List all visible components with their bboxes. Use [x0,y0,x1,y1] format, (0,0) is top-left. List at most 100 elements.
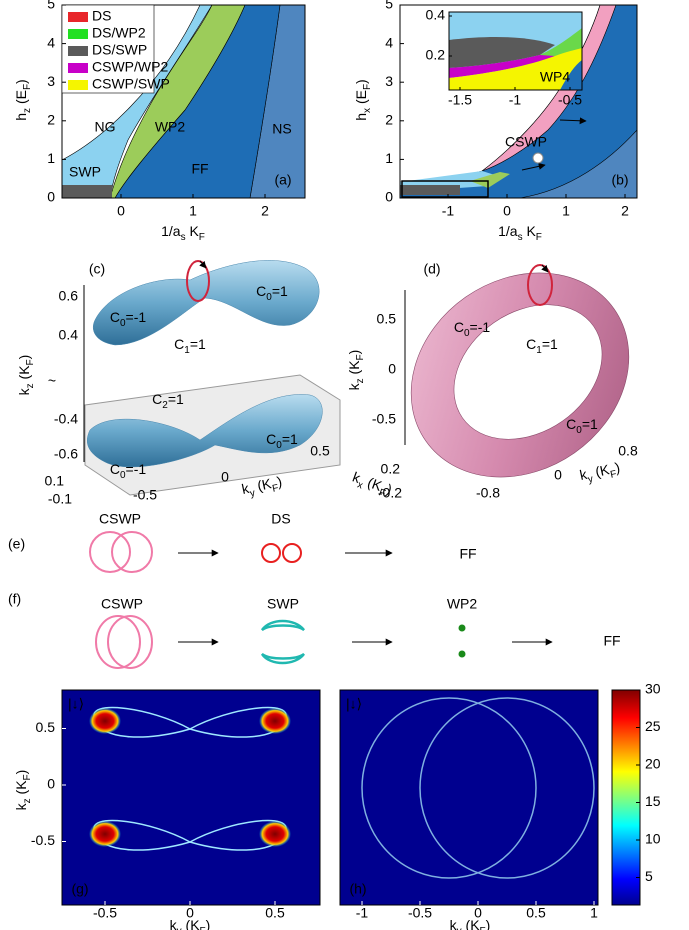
x-tick-label: 1 [189,203,197,219]
legend-label: DS [92,8,111,24]
z-axis-label-part: ) [346,350,362,355]
panel-tag: (f) [8,591,21,607]
x-tick-label: 0.1 [45,473,65,489]
legend-label: DS/SWP [92,42,147,58]
chern-label-part: =-1 [126,461,147,477]
z-axis-label: kz (KF) [16,355,36,396]
panel-tag: (h) [349,881,366,897]
region-label: FF [191,161,208,177]
fermi-contour [90,532,130,572]
y-tick-label: 3 [385,73,393,89]
x-tick-label: 2 [621,203,629,219]
y-tick-label: 1 [385,150,393,166]
region-label: NS [272,121,291,137]
chern-label-part: C [566,416,576,432]
x-axis-label-part: (K [462,917,481,930]
x-axis-label-part: ) [486,917,491,930]
legend-swatch [68,29,88,39]
y-tick-label: 4 [47,34,55,50]
x-tick-label: -0.5 [93,905,117,921]
y-tick-label: 0 [385,189,393,205]
region-label: WP4 [540,69,571,85]
x-tick-label: 0.5 [526,905,546,921]
x-axis-label-part: F [536,232,542,243]
spectral-peak [259,821,291,847]
chern-label-part: C [110,309,120,325]
stage-label: FF [603,633,620,649]
x-axis-label-part: F [199,232,205,243]
colorbar-tick-label: 15 [645,793,661,809]
panel-tag: (b) [611,172,628,188]
y-tick-label: 0 [221,469,229,485]
y-tick-label: 5 [47,0,55,12]
x-axis-label-part: ) [206,917,211,930]
colorbar-tick-label: 25 [645,718,661,734]
y-tick-label: 2 [47,112,55,128]
stage-label: CSWP [101,596,143,612]
y-axis-label-part: ) [13,79,29,84]
panel-tag: (a) [274,172,291,188]
x-tick-label: -1 [356,905,369,921]
stage-label: WP2 [447,596,478,612]
region-label: WP2 [155,119,186,135]
legend-label: CSWP/SWP [92,76,170,92]
stage-label: FF [459,546,476,562]
legend-swatch [68,46,88,56]
x-tick-label: 0.2 [381,461,401,477]
z-tick-label: -0.4 [54,411,78,427]
z-axis-label-part: (K [346,360,362,379]
chern-label-part: C [152,391,162,407]
stage-label: DS [271,511,290,527]
x-axis-label-part: K [186,223,200,239]
colorbar-tick-label: 30 [645,681,661,697]
y-axis-label-part: (E [13,90,29,108]
x-tick-label: 1 [590,905,598,921]
y-tick-label: 0.2 [426,47,446,63]
x-axis-label-part: K [523,223,537,239]
panel-tag: (e) [8,536,25,552]
chern-label: C1=1 [174,336,206,356]
weyl-point [459,651,466,658]
region-label: SWP [69,164,101,180]
x-tick-label: 1 [562,203,570,219]
x-tick-label: -1 [442,203,455,219]
colorbar [612,690,640,905]
fermi-contour [108,616,152,668]
panel-tag: (d) [423,261,440,277]
chern-label-part: C [454,319,464,335]
y-axis-label-part: h [13,113,29,121]
legend-swatch [68,63,88,73]
y-tick-label: 0 [47,776,55,792]
weyl-point [459,625,466,632]
y-tick-label: 3 [47,73,55,89]
chern-label-part: =1 [168,391,184,407]
spectral-peak [89,708,121,734]
y-axis-label: hx (EF) [353,79,373,120]
fermi-contour [283,544,301,562]
x-tick-label: -1 [509,92,522,108]
colorbar-tick-label: 20 [645,756,661,772]
y-axis-label-part: (K [13,780,29,799]
x-axis-label: 1/as KF [498,223,542,243]
stage-label: SWP [267,596,299,612]
y-tick-label: 0.4 [426,7,446,23]
x-tick-label: 0 [503,203,511,219]
y-tick-label: 0.8 [618,443,638,459]
surface [93,260,319,345]
y-tick-label: 1 [47,150,55,166]
fermi-contour [262,621,304,630]
chern-label-part: =1 [582,416,598,432]
y-axis-label-part: (K [252,475,273,495]
spectral-peak [259,708,291,734]
y-tick-label: 4 [385,34,393,50]
x-axis-label-part: 1/a [161,223,181,239]
fermi-contour [112,532,152,572]
z-tick-label: -0.5 [372,411,396,427]
x-axis-label: 1/as KF [161,223,205,243]
fermi-contour [262,544,280,562]
chern-label-part: C [526,336,536,352]
stage-label: CSWP [99,511,141,527]
y-axis-label-part: h [353,113,369,121]
chern-label-part: =1 [282,431,298,447]
y-axis-label-part: (K [590,461,611,481]
